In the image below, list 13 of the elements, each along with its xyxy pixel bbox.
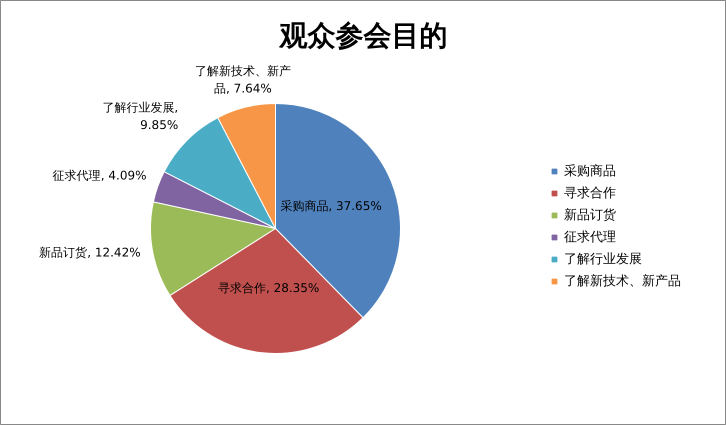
data-label: 了解新技术、新产品, 7.64% xyxy=(194,64,291,96)
legend-label: 寻求合作 xyxy=(564,185,616,202)
legend-label: 了解行业发展 xyxy=(564,251,642,268)
legend-label: 征求代理 xyxy=(564,229,616,246)
chart-title: 观众参会目的 xyxy=(278,19,448,52)
legend-label: 了解新技术、新产品 xyxy=(564,273,681,290)
legend-label: 采购商品 xyxy=(564,163,616,180)
data-label: 新品订货, 12.42% xyxy=(39,245,141,260)
data-label: 采购商品, 37.65% xyxy=(280,198,382,213)
data-label: 了解行业发展, 9.85% xyxy=(102,100,178,132)
legend-label: 新品订货 xyxy=(564,207,616,224)
data-label: 征求代理, 4.09% xyxy=(52,168,146,182)
data-label: 寻求合作, 28.35% xyxy=(218,281,320,296)
